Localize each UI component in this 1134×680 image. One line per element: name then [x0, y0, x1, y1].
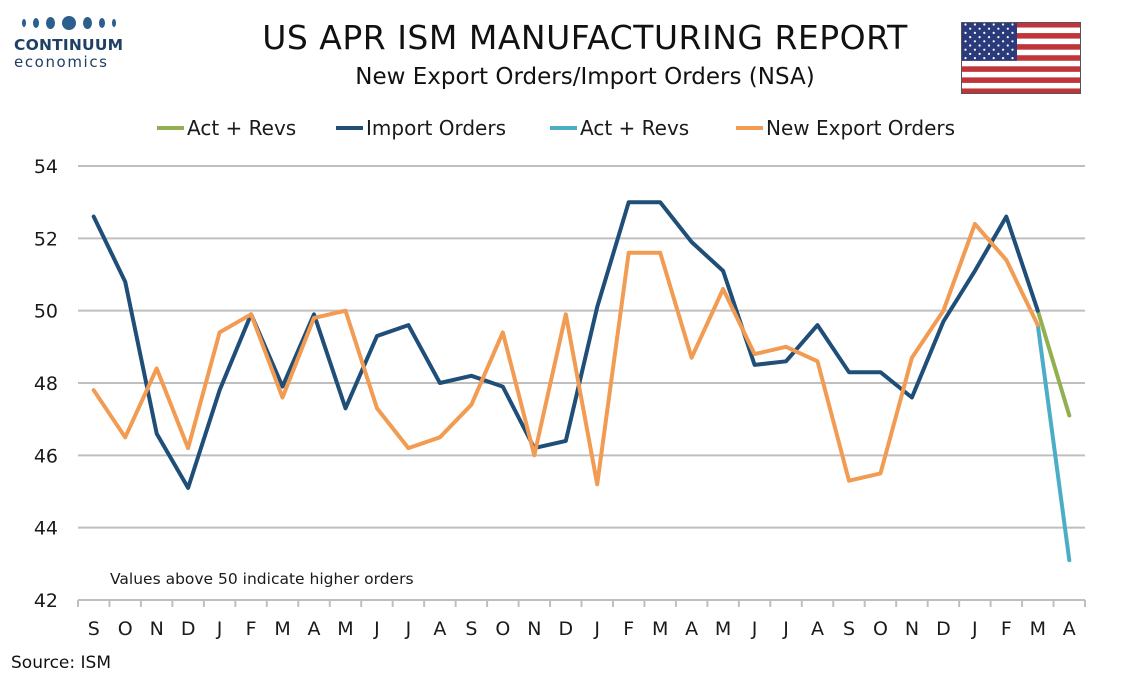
x-tick-label: J [405, 618, 412, 640]
y-tick-label: 42 [34, 590, 58, 612]
x-tick-label: N [150, 618, 164, 640]
x-tick-label: J [216, 618, 223, 640]
y-axis-ticks: 42 44 46 48 50 52 54 [34, 156, 58, 612]
x-tick-label: N [527, 618, 541, 640]
x-tick-label: M [652, 618, 668, 640]
chart-subtitle: New Export Orders/Import Orders (NSA) [355, 64, 815, 90]
x-tick-label: O [873, 618, 888, 640]
y-tick-label: 48 [34, 373, 58, 395]
x-tick-label: J [782, 618, 789, 640]
x-tick-label: A [433, 618, 446, 640]
legend-label: Act + Revs [187, 116, 296, 140]
series-line-import-orders [91, 200, 1040, 490]
x-tick-label: D [181, 618, 196, 640]
x-tick-label: D [558, 618, 573, 640]
source-note: Source: ISM [11, 653, 111, 673]
x-tick-label: M [274, 618, 290, 640]
x-tick-label: F [246, 618, 257, 640]
series-line-new-export-orders [91, 221, 1040, 487]
x-tick-label: S [465, 618, 477, 640]
x-tick-label: J [751, 618, 758, 640]
x-tick-label: N [905, 618, 919, 640]
y-tick-label: 54 [34, 156, 58, 178]
x-tick-label: A [308, 618, 321, 640]
x-tick-label: O [118, 618, 133, 640]
us-flag-icon [961, 22, 1081, 94]
y-tick-label: 46 [34, 445, 58, 467]
x-tick-label: J [373, 618, 380, 640]
chart-annotation: Values above 50 indicate higher orders [110, 570, 414, 588]
x-tick-label: J [593, 618, 600, 640]
x-tick-label: J [971, 618, 978, 640]
chart-title: US APR ISM MANUFACTURING REPORT [262, 18, 908, 57]
y-tick-label: 52 [34, 228, 58, 250]
x-tick-label: M [715, 618, 731, 640]
x-tick-label: S [88, 618, 100, 640]
gridlines [78, 165, 1085, 529]
x-tick-label: F [623, 618, 634, 640]
y-tick-label: 50 [34, 301, 58, 323]
series-lines [91, 200, 1072, 563]
continuum-logo: CONTINUUM economics [14, 14, 134, 71]
x-tick-label: S [843, 618, 855, 640]
x-tick-label: A [685, 618, 698, 640]
legend-label: Import Orders [366, 116, 506, 140]
x-tick-label: O [495, 618, 510, 640]
x-tick-label: M [1030, 618, 1046, 640]
logo-dots-icon [22, 14, 134, 32]
legend: Act + Revs Import Orders Act + Revs New Exp… [157, 116, 955, 140]
series-line-act-revs [1035, 308, 1072, 418]
series-line-act-revs [1035, 323, 1072, 563]
x-tick-label: A [811, 618, 824, 640]
x-tick-label: M [337, 618, 353, 640]
logo-name: CONTINUUM [14, 36, 124, 54]
x-tick-label: F [1001, 618, 1012, 640]
logo-subtitle: economics [14, 53, 109, 71]
y-tick-label: 44 [34, 518, 58, 540]
legend-label: Act + Revs [580, 116, 689, 140]
x-tick-label: A [1063, 618, 1076, 640]
legend-label: New Export Orders [766, 116, 955, 140]
x-tick-label: D [936, 618, 951, 640]
